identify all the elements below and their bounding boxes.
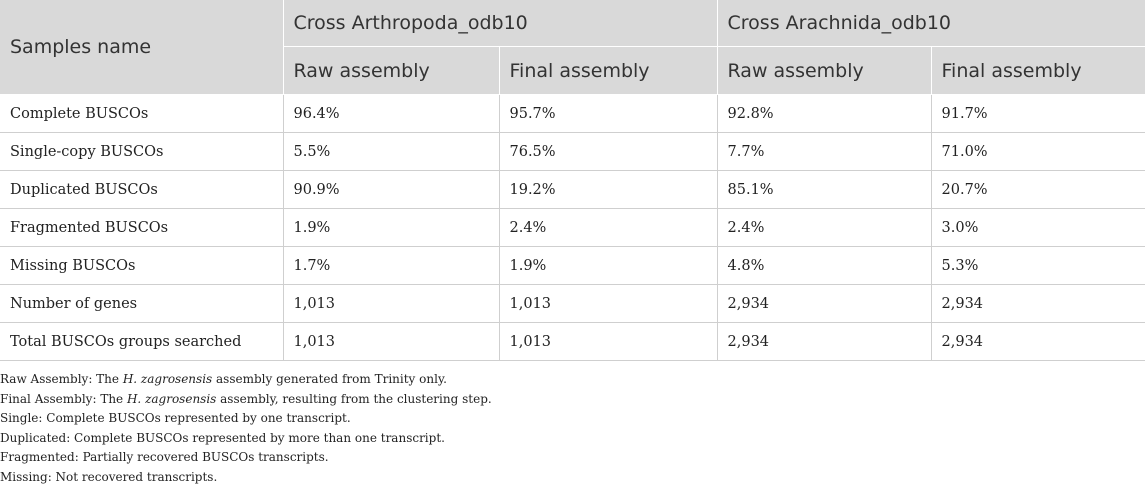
row-label: Missing BUSCOs [0, 246, 284, 285]
table-cell: 95.7% [499, 94, 718, 133]
table-cell: 1,013 [283, 284, 500, 323]
row-label: Duplicated BUSCOs [0, 170, 284, 209]
row-label: Fragmented BUSCOs [0, 208, 284, 247]
subheader-arthropoda-final: Final assembly [499, 46, 718, 95]
subheader-arachnida-final: Final assembly [931, 46, 1145, 95]
footnote-text: Final Assembly: The [0, 391, 127, 406]
subheader-arachnida-raw: Raw assembly [717, 46, 932, 95]
table-cell: 1.9% [283, 208, 500, 247]
species-name: H. zagrosensis [126, 391, 217, 406]
table-cell: 2,934 [717, 322, 932, 361]
species-name: H. zagrosensis [122, 372, 213, 386]
table-cell: 2.4% [717, 208, 932, 247]
footnote-missing: Missing: Not recovered transcripts. [0, 469, 218, 484]
table-row: Duplicated BUSCOs 90.9% 19.2% 85.1% 20.7… [0, 170, 1145, 209]
table-cell: 1,013 [499, 322, 718, 361]
table-cell: 96.4% [283, 94, 500, 133]
table-cell: 1,013 [283, 322, 500, 361]
table-row: Complete BUSCOs 96.4% 95.7% 92.8% 91.7% [0, 94, 1145, 133]
footnote-text: assembly, resulting from the clustering … [216, 391, 492, 406]
table-header: Samples name Cross Arthropoda_odb10 Cros… [0, 0, 1145, 95]
table-row: Number of genes 1,013 1,013 2,934 2,934 [0, 284, 1145, 323]
table-cell: 1.7% [283, 246, 500, 285]
header-row-subheaders: Raw assembly Final assembly Raw assembly… [0, 46, 1145, 95]
table-cell: 5.3% [931, 246, 1145, 285]
table-cell: 92.8% [717, 94, 932, 133]
table-cell: 85.1% [717, 170, 932, 209]
footnote-text: assembly generated from Trinity only. [212, 372, 447, 386]
footnote-duplicated: Duplicated: Complete BUSCOs represented … [0, 430, 445, 445]
footnote-raw-assembly: Raw Assembly: The H. zagrosensis assembl… [0, 370, 1140, 390]
busco-table: Samples name Cross Arthropoda_odb10 Cros… [0, 0, 1145, 361]
table-cell: 2.4% [499, 208, 718, 247]
table-row: Single-copy BUSCOs 5.5% 76.5% 7.7% 71.0% [0, 132, 1145, 171]
table-cell: 1,013 [499, 284, 718, 323]
footnote-text: Raw Assembly: The [0, 372, 123, 386]
table-cell: 90.9% [283, 170, 500, 209]
row-label: Single-copy BUSCOs [0, 132, 284, 171]
footnote-fragmented: Fragmented: Partially recovered BUSCOs t… [0, 450, 329, 464]
header-group-arthropoda: Cross Arthropoda_odb10 [283, 0, 718, 47]
table-cell: 20.7% [931, 170, 1145, 209]
table-cell: 19.2% [499, 170, 718, 209]
table-cell: 76.5% [499, 132, 718, 171]
table-row: Fragmented BUSCOs 1.9% 2.4% 2.4% 3.0% [0, 208, 1145, 247]
table-cell: 3.0% [931, 208, 1145, 247]
table-cell: 2,934 [931, 284, 1145, 323]
table-footnotes: Raw Assembly: The H. zagrosensis assembl… [0, 370, 1140, 487]
table-row: Missing BUSCOs 1.7% 1.9% 4.8% 5.3% [0, 246, 1145, 285]
table-cell: 71.0% [931, 132, 1145, 171]
table-cell: 2,934 [931, 322, 1145, 361]
footnote-final-assembly: Final Assembly: The H. zagrosensis assem… [0, 390, 1140, 410]
table-cell: 4.8% [717, 246, 932, 285]
table-cell: 5.5% [283, 132, 500, 171]
header-samples-name: Samples name [0, 0, 284, 95]
table-row: Total BUSCOs groups searched 1,013 1,013… [0, 322, 1145, 361]
table-cell: 7.7% [717, 132, 932, 171]
table-body: Complete BUSCOs 96.4% 95.7% 92.8% 91.7% … [0, 94, 1145, 361]
row-label: Total BUSCOs groups searched [0, 322, 284, 361]
table-cell: 91.7% [931, 94, 1145, 133]
table-cell: 1.9% [499, 246, 718, 285]
table-cell: 2,934 [717, 284, 932, 323]
subheader-arthropoda-raw: Raw assembly [283, 46, 500, 95]
header-group-arachnida: Cross Arachnida_odb10 [717, 0, 1145, 47]
footnote-single: Single: Complete BUSCOs represented by o… [0, 411, 351, 425]
row-label: Complete BUSCOs [0, 94, 284, 133]
row-label: Number of genes [0, 284, 284, 323]
header-row-groups: Samples name Cross Arthropoda_odb10 Cros… [0, 0, 1145, 95]
